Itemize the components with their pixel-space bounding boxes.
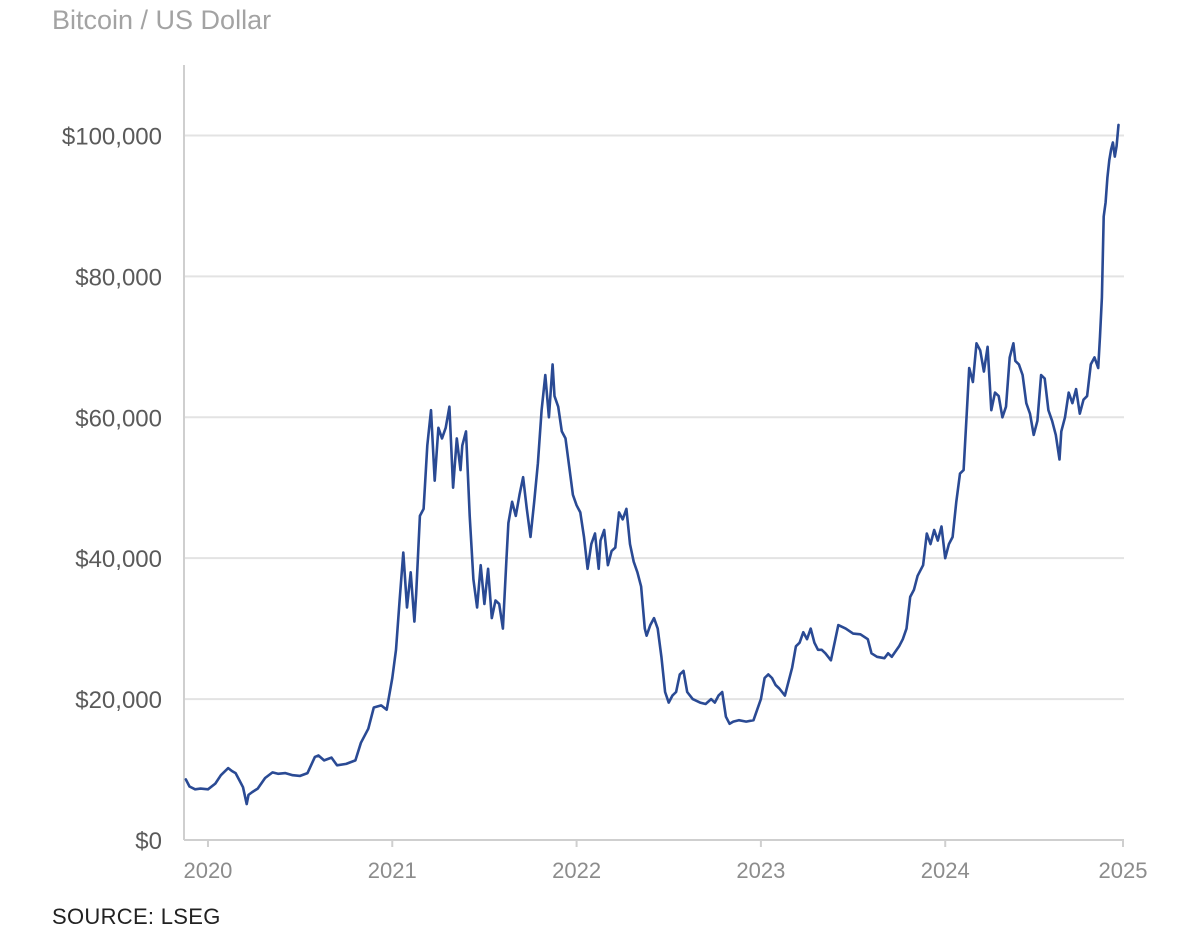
x-tick-label: 2025: [1099, 858, 1148, 883]
x-tick-label: 2023: [736, 858, 785, 883]
x-tick-labels: 2020 2021 2022 2023 2024 2025: [183, 840, 1147, 883]
x-tick-label: 2020: [183, 858, 232, 883]
y-tick-label: $80,000: [75, 264, 162, 291]
y-tick-label: $0: [135, 828, 162, 855]
y-tick-label: $20,000: [75, 687, 162, 714]
gridlines: [184, 134, 1124, 701]
source-note: SOURCE: LSEG: [52, 904, 221, 929]
chart-subtitle: Bitcoin / US Dollar: [52, 5, 272, 35]
y-tick-label: $40,000: [75, 546, 162, 573]
y-tick-label: $100,000: [62, 123, 162, 150]
bitcoin-price-line: [184, 123, 1120, 806]
x-tick-label: 2021: [368, 858, 417, 883]
y-tick-label: $60,000: [75, 405, 162, 432]
y-tick-labels: $0 $20,000 $40,000 $60,000 $80,000 $100,000: [62, 123, 162, 855]
x-tick-label: 2024: [921, 858, 970, 883]
x-tick-label: 2022: [552, 858, 601, 883]
